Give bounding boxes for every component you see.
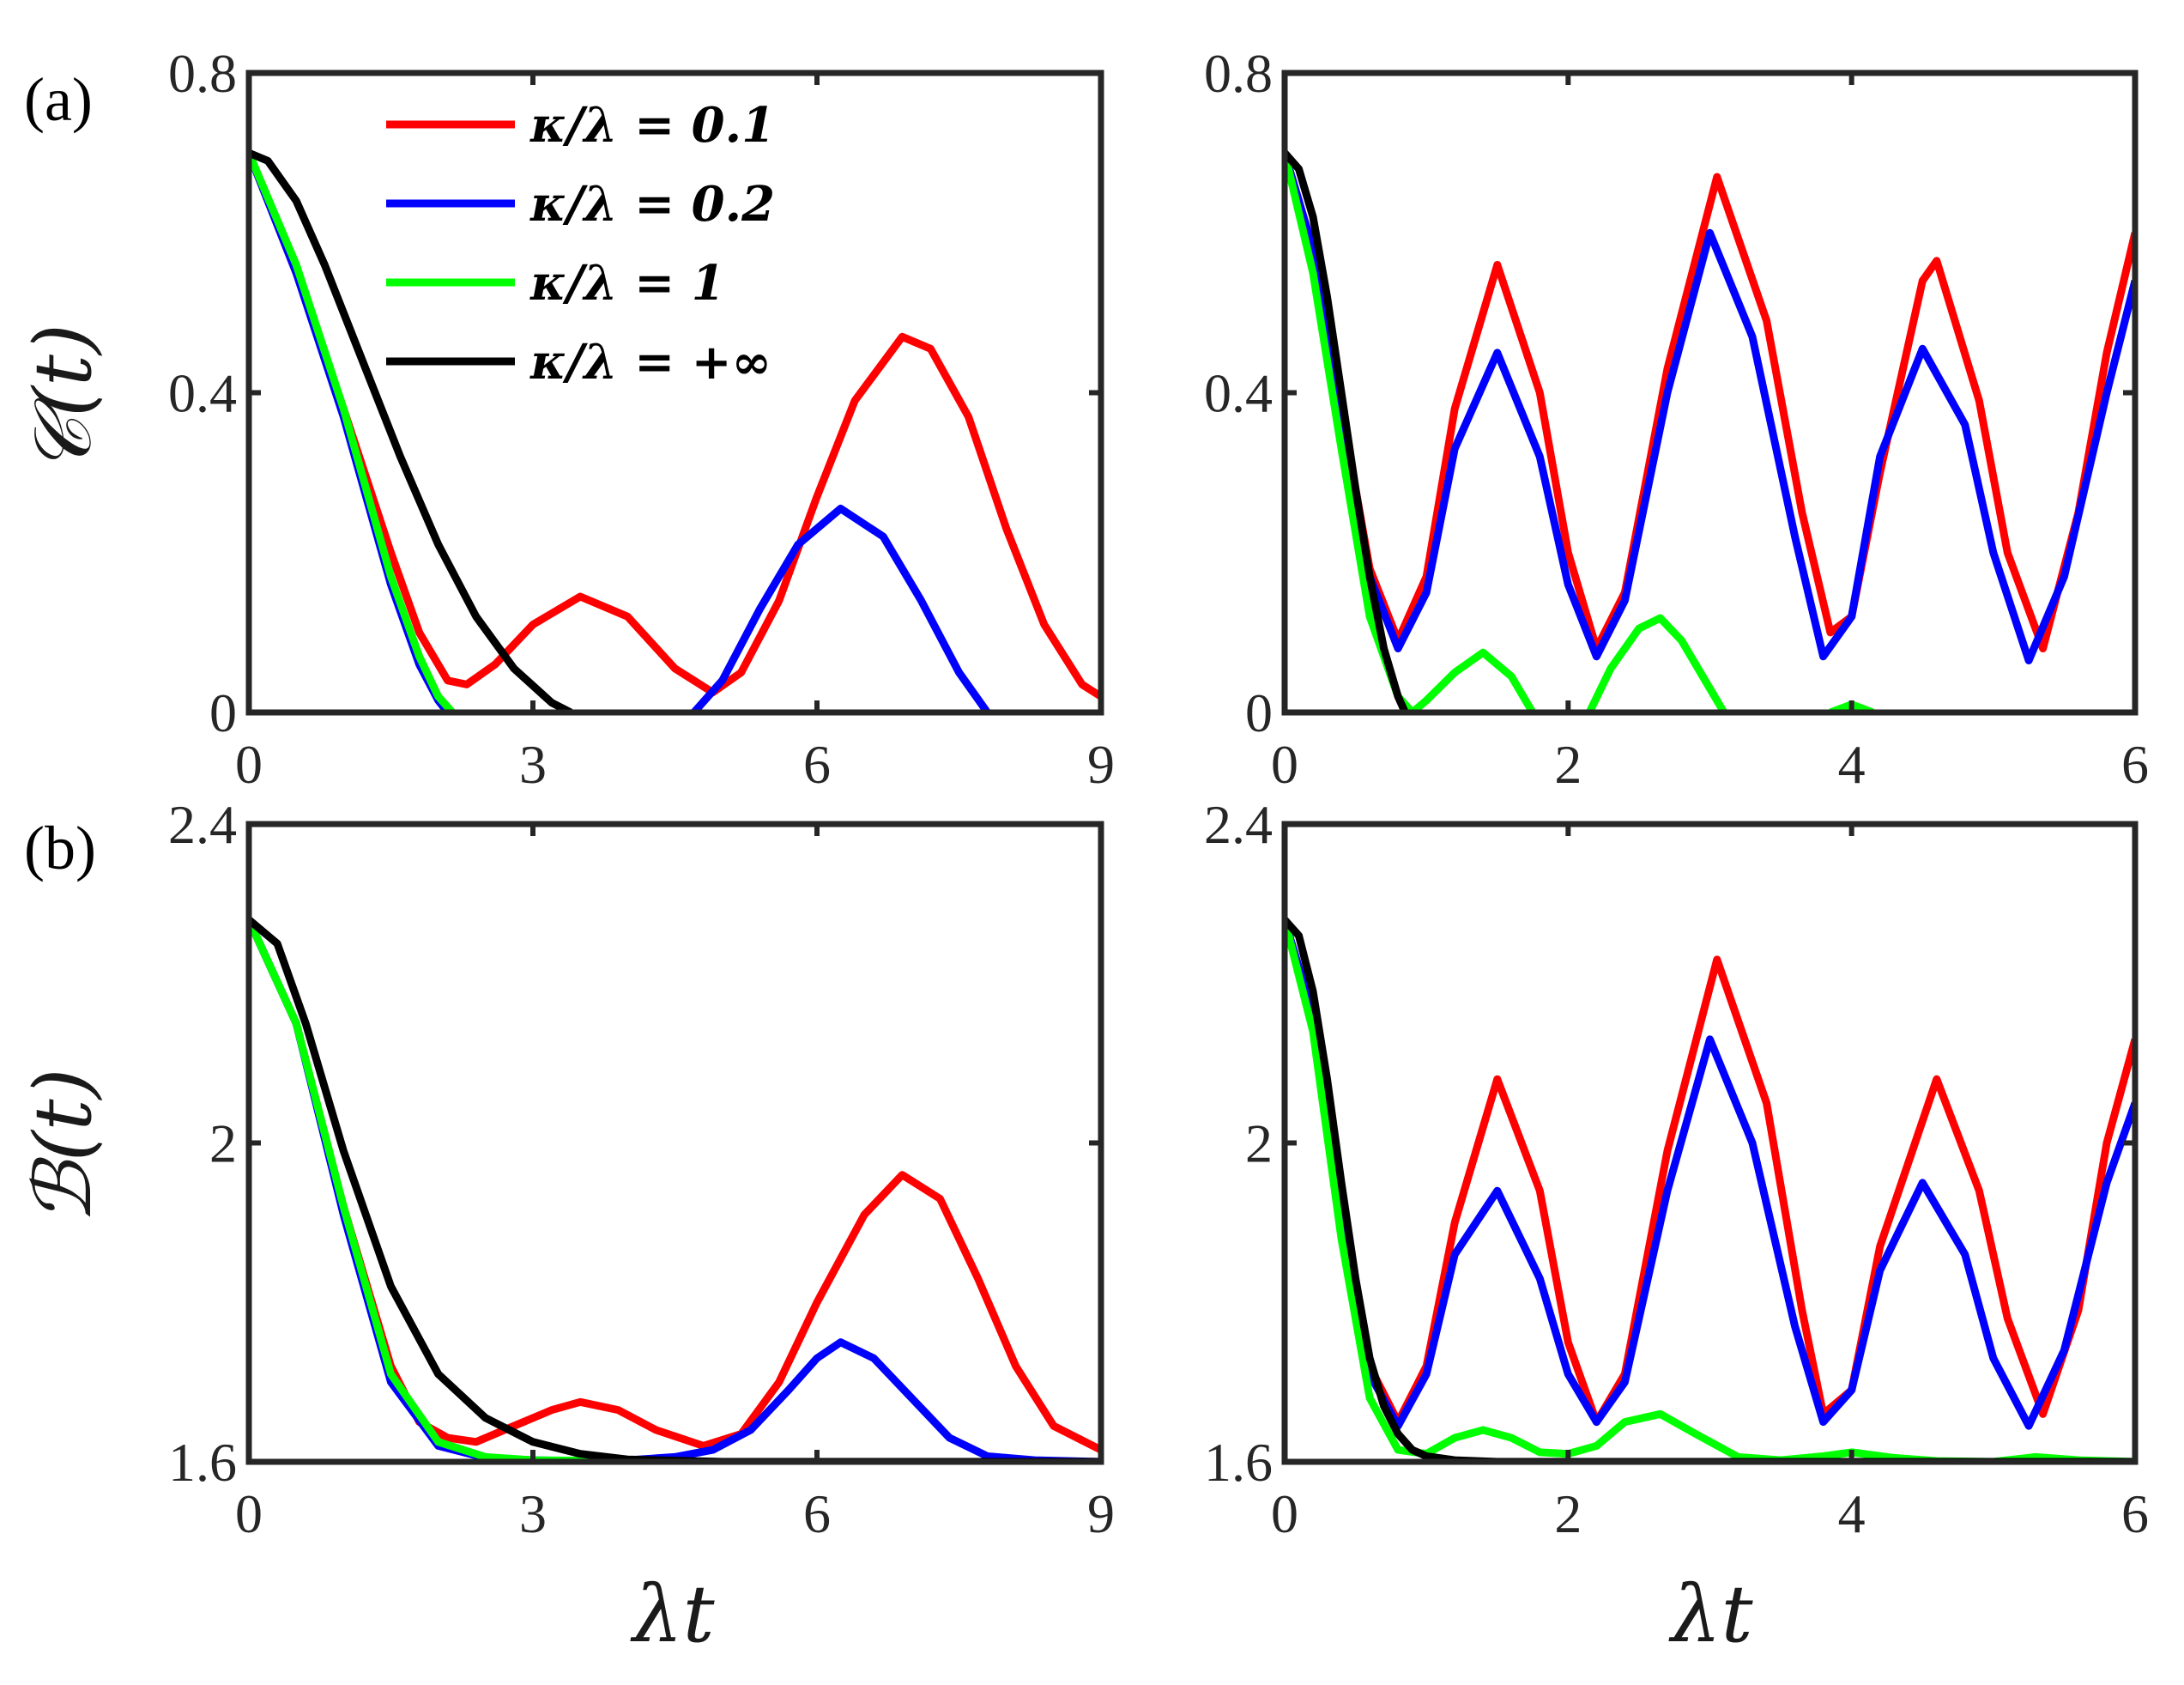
- plot-frame-b-left: [245, 821, 1104, 1465]
- legend-label-1: κ/λ = 0.2: [529, 176, 775, 233]
- plot-frame-b-right: [1281, 821, 2139, 1465]
- x-tick-label-a-left-2: 6: [803, 734, 831, 795]
- x-tick-label-a-right-1: 2: [1554, 734, 1582, 795]
- x-axis-label-left: λt: [629, 1568, 715, 1660]
- x-tick-label-a-left-3: 9: [1087, 734, 1115, 795]
- series-line-a-left-0: [249, 151, 1101, 700]
- plot-b-right: 0 2 4 6 1.6 2 2.4: [1204, 794, 2149, 1544]
- x-tick-label-b-left-2: 6: [803, 1483, 831, 1544]
- legend-label-0: κ/λ = 0.1: [529, 97, 775, 154]
- series-line-a-right-1: [1285, 151, 2135, 664]
- plot-a-left: 0 3 6 9 0 0.4 0.8: [168, 43, 1115, 795]
- x-tick-label-a-left-1: 3: [519, 734, 547, 795]
- series-line-b-left-0: [249, 918, 1101, 1454]
- y-tick-label-a-right-2: 0.8: [1204, 43, 1273, 104]
- plot-b-left: 0 3 6 9 1.6 2 2.4: [168, 794, 1115, 1544]
- x-tick-label-b-right-0: 0: [1271, 1483, 1298, 1544]
- x-tick-label-b-right-2: 4: [1838, 1483, 1866, 1544]
- series-line-a-left-3: [249, 148, 573, 712]
- y-tick-label-b-right-1: 2: [1245, 1113, 1273, 1174]
- series-line-b-left-3: [249, 917, 1101, 1462]
- legend: κ/λ = 0.1 κ/λ = 0.2 κ/λ = 1 κ/λ = +∞: [386, 97, 775, 391]
- x-tick-label-b-left-0: 0: [235, 1483, 263, 1544]
- y-tick-label-b-right-2: 2.4: [1204, 794, 1273, 855]
- legend-label-2: κ/λ = 1: [529, 255, 725, 312]
- y-tick-label-b-left-1: 2: [209, 1113, 237, 1174]
- x-tick-label-a-right-2: 4: [1838, 734, 1866, 795]
- x-tick-label-a-right-3: 6: [2121, 734, 2149, 795]
- panel-label-b: (b): [24, 814, 96, 882]
- series-line-a-left-2: [249, 151, 456, 712]
- y-axis-label-a: 𝒞(t): [17, 324, 109, 475]
- x-tick-label-a-left-0: 0: [235, 734, 263, 795]
- series-line-b-right-3: [1285, 917, 2135, 1462]
- y-tick-label-b-right-0: 1.6: [1204, 1432, 1273, 1493]
- series-line-a-right-3: [1285, 150, 1409, 712]
- y-tick-label-a-right-0: 0: [1245, 682, 1273, 743]
- series-line-a-left-1: [249, 151, 991, 712]
- series-line-a-right-0: [1285, 151, 2135, 652]
- series-line-b-right-0: [1285, 918, 2135, 1427]
- y-tick-label-a-left-2: 0.8: [168, 43, 237, 104]
- y-tick-label-a-left-1: 0.4: [168, 363, 237, 424]
- y-tick-label-a-right-1: 0.4: [1204, 363, 1273, 424]
- x-tick-label-b-left-1: 3: [519, 1483, 547, 1544]
- x-axis-label-right: λt: [1667, 1568, 1753, 1660]
- x-tick-label-b-right-3: 6: [2121, 1483, 2149, 1544]
- y-tick-label-a-left-0: 0: [209, 682, 237, 743]
- x-tick-label-a-right-0: 0: [1271, 734, 1298, 795]
- series-line-b-right-1: [1285, 918, 2135, 1430]
- panel-label-a: (a): [24, 65, 93, 134]
- x-tick-label-b-right-1: 2: [1554, 1483, 1582, 1544]
- y-tick-label-b-left-2: 2.4: [168, 794, 237, 855]
- series-line-b-left-2: [249, 918, 1101, 1462]
- x-tick-label-b-left-3: 9: [1087, 1483, 1115, 1544]
- plot-a-right: 0 2 4 6 0 0.4 0.8: [1204, 43, 2149, 795]
- y-tick-label-b-left-0: 1.6: [168, 1432, 237, 1493]
- legend-label-3: κ/λ = +∞: [529, 334, 771, 391]
- series-line-b-left-1: [249, 918, 1101, 1462]
- y-axis-label-b: ℬ(t): [17, 1068, 109, 1223]
